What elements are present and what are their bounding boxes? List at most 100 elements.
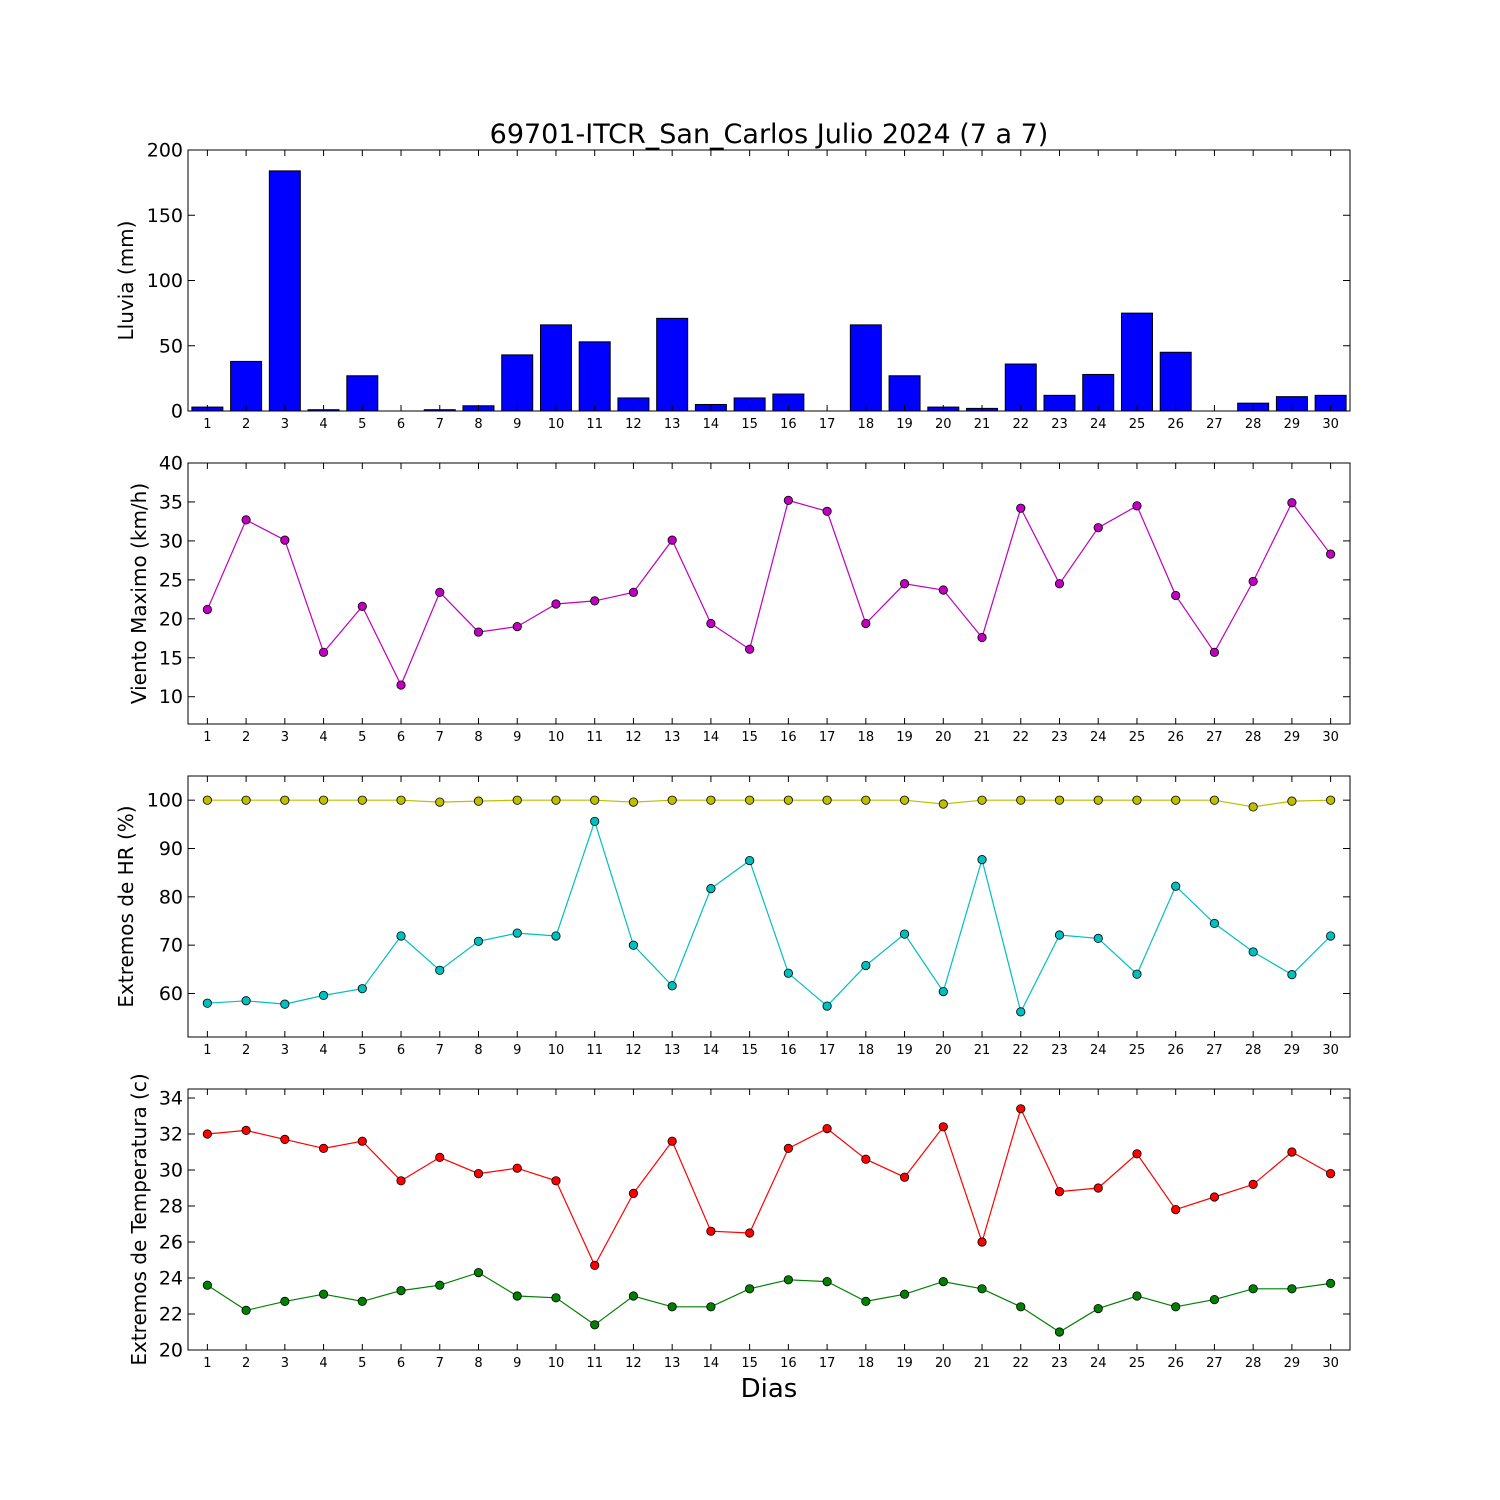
wind-x-tick-label: 15 xyxy=(741,730,758,745)
wind-series-0-point-day-3 xyxy=(280,535,290,545)
wind-x-tick-label: 30 xyxy=(1322,730,1339,745)
humidity-series-0-point-day-8 xyxy=(473,796,484,806)
temperature-series-0-point-day-13 xyxy=(667,1136,677,1146)
temperature-series-1-point-day-25 xyxy=(1132,1291,1142,1301)
wind-series-0-point-day-27 xyxy=(1209,647,1220,657)
wind-series-0-point-day-15 xyxy=(745,644,755,654)
rain-bar-day-18 xyxy=(849,324,882,412)
humidity-series-0-point-day-22 xyxy=(1016,795,1026,805)
temperature-x-tick-label: 16 xyxy=(780,1356,797,1371)
humidity-series-0-point-day-20 xyxy=(938,799,948,809)
wind-series-0-point-day-25 xyxy=(1132,501,1142,511)
wind-x-tick-label: 2 xyxy=(242,730,250,745)
temperature-series-0-point-day-16 xyxy=(783,1143,793,1154)
rain-bar-day-2 xyxy=(230,360,263,412)
temperature-series-1-point-day-13 xyxy=(667,1302,677,1312)
temperature-series-1-point-day-22 xyxy=(1016,1302,1026,1312)
wind-series-0-point-day-6 xyxy=(396,680,406,690)
rain-bar-day-3 xyxy=(268,170,301,412)
humidity-x-tick-label: 1 xyxy=(203,1043,211,1058)
humidity-series-1-point-day-21 xyxy=(977,855,987,865)
temperature-series-0-point-day-22 xyxy=(1016,1104,1026,1114)
wind-y-tick-label: 35 xyxy=(159,491,183,513)
temperature-x-tick-label: 17 xyxy=(819,1356,836,1371)
wind-series-0-point-day-10 xyxy=(551,599,561,609)
humidity-series-1-point-day-19 xyxy=(899,929,910,939)
x-axis-label: Dias xyxy=(741,1374,798,1404)
temperature-x-tick-label: 1 xyxy=(203,1356,211,1371)
wind-series-0-point-day-12 xyxy=(628,587,639,597)
temperature-x-tick-label: 6 xyxy=(397,1356,405,1371)
humidity-series-1-point-day-22 xyxy=(1016,1007,1026,1017)
wind-x-tick-label: 20 xyxy=(935,730,952,745)
rain-y-tick-label: 100 xyxy=(147,270,183,292)
rain-x-tick-label: 15 xyxy=(741,417,758,432)
humidity-series-1-point-day-20 xyxy=(938,986,948,997)
humidity-series-1-point-day-17 xyxy=(822,1001,832,1011)
temperature-axes-frame xyxy=(187,1088,1351,1351)
wind-x-tick-label: 4 xyxy=(319,730,327,745)
temperature-x-tick-label: 23 xyxy=(1051,1356,1068,1371)
temperature-series-0-point-day-29 xyxy=(1287,1147,1297,1157)
wind-axes-frame xyxy=(187,462,1351,725)
wind-y-tick-label: 30 xyxy=(159,530,183,552)
humidity-series-0-point-day-25 xyxy=(1132,795,1142,805)
rain-x-tick-label: 29 xyxy=(1284,417,1301,432)
temperature-series-0-point-day-7 xyxy=(435,1152,445,1163)
rain-bar-day-11 xyxy=(578,341,611,412)
humidity-series-0-point-day-12 xyxy=(628,797,639,807)
wind-x-tick-label: 17 xyxy=(819,730,836,745)
humidity-x-tick-label: 16 xyxy=(780,1043,797,1058)
temperature-y-tick-label: 24 xyxy=(159,1268,183,1290)
temperature-series-1-point-day-19 xyxy=(899,1289,910,1299)
rain-x-tick-label: 23 xyxy=(1051,417,1068,432)
humidity-series-0-point-day-23 xyxy=(1054,795,1065,805)
temperature-series-0-point-day-5 xyxy=(357,1136,367,1146)
wind-series-0-point-day-11 xyxy=(590,596,600,606)
temperature-x-tick-label: 21 xyxy=(974,1356,991,1371)
temperature-series-0-line xyxy=(207,1107,1331,1267)
humidity-x-tick-label: 13 xyxy=(664,1043,681,1058)
humidity-x-tick-label: 4 xyxy=(319,1043,327,1058)
humidity-x-tick-label: 10 xyxy=(548,1043,565,1058)
humidity-series-0-point-day-4 xyxy=(318,795,329,805)
temperature-x-tick-label: 5 xyxy=(358,1356,366,1371)
rain-y-tick-label: 0 xyxy=(171,401,183,423)
temperature-x-tick-label: 29 xyxy=(1284,1356,1301,1371)
wind-y-tick-label: 40 xyxy=(159,453,183,475)
temperature-series-1-point-day-17 xyxy=(822,1277,832,1287)
humidity-x-tick-label: 3 xyxy=(281,1043,289,1058)
temperature-x-tick-label: 2 xyxy=(242,1356,250,1371)
wind-series-0-point-day-20 xyxy=(938,585,948,595)
rain-x-tick-label: 10 xyxy=(548,417,565,432)
temperature-series-0-point-day-30 xyxy=(1326,1169,1336,1179)
humidity-y-tick-label: 100 xyxy=(147,790,183,812)
rain-x-tick-label: 20 xyxy=(935,417,952,432)
rain-x-tick-label: 21 xyxy=(974,417,991,432)
rain-x-tick-label: 28 xyxy=(1245,417,1262,432)
rain-bar-day-13 xyxy=(656,317,689,412)
wind-x-tick-label: 24 xyxy=(1090,730,1107,745)
temperature-series-0-point-day-17 xyxy=(822,1124,832,1134)
temperature-series-0-point-day-8 xyxy=(473,1169,484,1179)
wind-series-0-point-day-4 xyxy=(318,647,329,657)
rain-bar-day-10 xyxy=(539,324,572,412)
rain-x-tick-label: 14 xyxy=(703,417,720,432)
temperature-series-0-point-day-27 xyxy=(1209,1192,1220,1202)
humidity-x-tick-label: 27 xyxy=(1206,1043,1223,1058)
wind-x-tick-label: 12 xyxy=(625,730,642,745)
temperature-series-1-point-day-16 xyxy=(783,1275,793,1285)
humidity-series-0-point-day-30 xyxy=(1326,795,1336,805)
rain-x-tick-label: 3 xyxy=(281,417,289,432)
humidity-series-1-point-day-7 xyxy=(435,965,445,975)
humidity-x-tick-label: 6 xyxy=(397,1043,405,1058)
rain-bar-day-26 xyxy=(1159,351,1192,412)
rain-x-tick-label: 30 xyxy=(1322,417,1339,432)
humidity-series-1-point-day-9 xyxy=(512,928,522,938)
humidity-series-1-point-day-10 xyxy=(551,931,561,941)
humidity-series-1-point-day-23 xyxy=(1054,930,1065,940)
temperature-series-1-point-day-14 xyxy=(706,1302,716,1312)
humidity-x-tick-label: 5 xyxy=(358,1043,366,1058)
